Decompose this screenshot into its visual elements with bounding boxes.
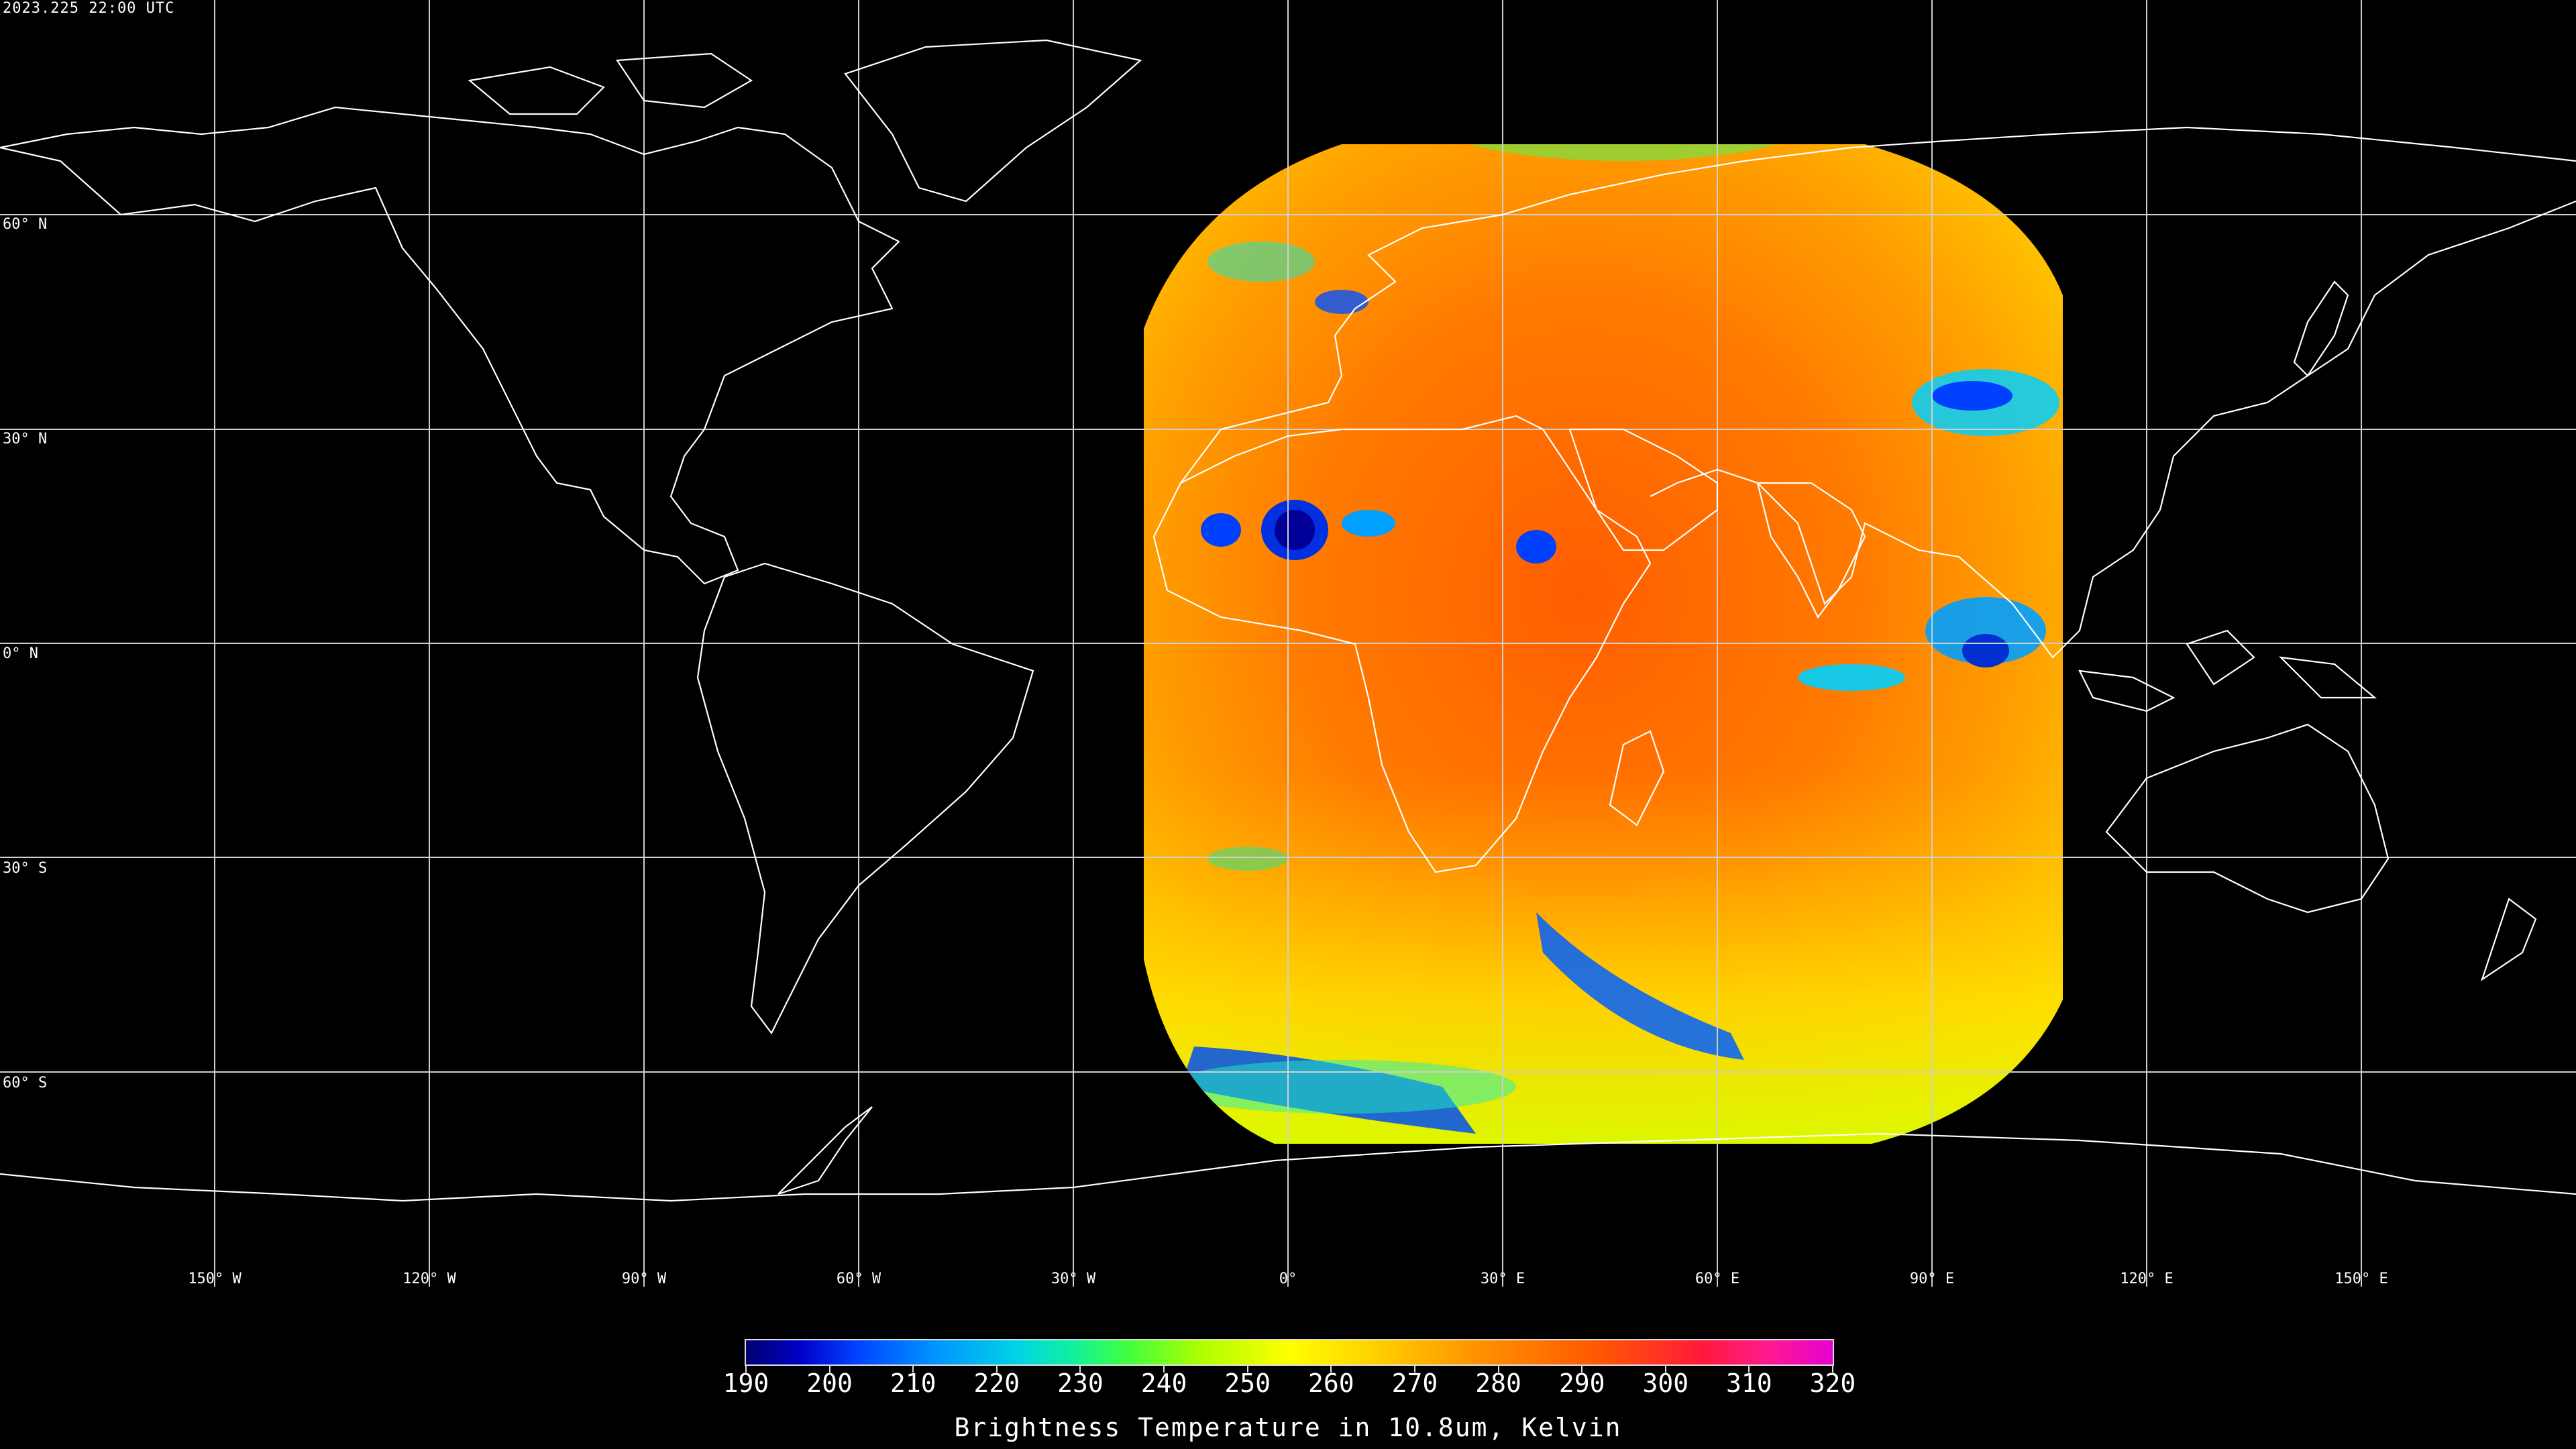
- colorbar-tick-label: 320: [1809, 1368, 1856, 1398]
- lon-label-30e: 30° E: [1480, 1271, 1525, 1287]
- timestamp: 2023.225 22:00 UTC: [3, 0, 175, 17]
- colorbar-tick-label: 210: [890, 1368, 936, 1398]
- lon-label-150e: 150° E: [2334, 1271, 2388, 1287]
- lon-label-150w: 150° W: [188, 1271, 241, 1287]
- colorbar-tick: [996, 1366, 998, 1373]
- lon-label-0: 0°: [1279, 1271, 1297, 1287]
- colorbar-tick-label: 310: [1726, 1368, 1772, 1398]
- lon-label-120e: 120° E: [2120, 1271, 2174, 1287]
- lon-label-90e: 90° E: [1909, 1271, 1955, 1287]
- map-panel: [0, 0, 2576, 1287]
- colorbar-tick-label: 200: [806, 1368, 853, 1398]
- colorbar-title: Brightness Temperature in 10.8um, Kelvin: [954, 1413, 1622, 1442]
- lat-label-0n: 0° N: [3, 645, 38, 662]
- colorbar-tick: [1581, 1366, 1583, 1373]
- colorbar-tick: [1079, 1366, 1081, 1373]
- colorbar-tick: [1664, 1366, 1666, 1373]
- colorbar-tick: [1832, 1366, 1833, 1373]
- colorbar-tick-label: 230: [1057, 1368, 1104, 1398]
- colorbar-tick-label: 250: [1224, 1368, 1271, 1398]
- lat-label-60s: 60° S: [3, 1075, 48, 1091]
- colorbar-tick-label: 220: [973, 1368, 1020, 1398]
- coastlines: [0, 39, 2576, 1202]
- graticule: [0, 0, 2576, 1287]
- lat-label-60n: 60° N: [3, 216, 48, 233]
- colorbar-tick: [1246, 1366, 1248, 1373]
- colorbar-tick: [1748, 1366, 1750, 1373]
- colorbar-tick-label: 290: [1558, 1368, 1605, 1398]
- lon-label-90w: 90° W: [621, 1271, 667, 1287]
- lon-label-30w: 30° W: [1051, 1271, 1096, 1287]
- colorbar-tick: [745, 1366, 747, 1373]
- lon-label-60e: 60° E: [1695, 1271, 1740, 1287]
- colorbar-tick-label: 300: [1642, 1368, 1689, 1398]
- world-map: [0, 0, 2576, 1287]
- colorbar-tick: [828, 1366, 830, 1373]
- lat-label-30s: 30° S: [3, 860, 48, 877]
- colorbar-tick-label: 190: [722, 1368, 769, 1398]
- colorbar-tick-label: 260: [1307, 1368, 1354, 1398]
- colorbar-tick-label: 270: [1391, 1368, 1438, 1398]
- colorbar-tick-label: 240: [1140, 1368, 1187, 1398]
- colorbar-tick: [1330, 1366, 1332, 1373]
- lon-label-120w: 120° W: [402, 1271, 456, 1287]
- colorbar-tick-label: 280: [1475, 1368, 1521, 1398]
- lat-label-30n: 30° N: [3, 431, 48, 447]
- satellite-imagery: [1144, 144, 2063, 1144]
- colorbar-tick: [1497, 1366, 1499, 1373]
- lon-label-60w: 60° W: [836, 1271, 881, 1287]
- colorbar-tick: [912, 1366, 914, 1373]
- colorbar-tick: [1163, 1366, 1165, 1373]
- colorbar: [745, 1339, 1834, 1366]
- colorbar-tick: [1413, 1366, 1415, 1373]
